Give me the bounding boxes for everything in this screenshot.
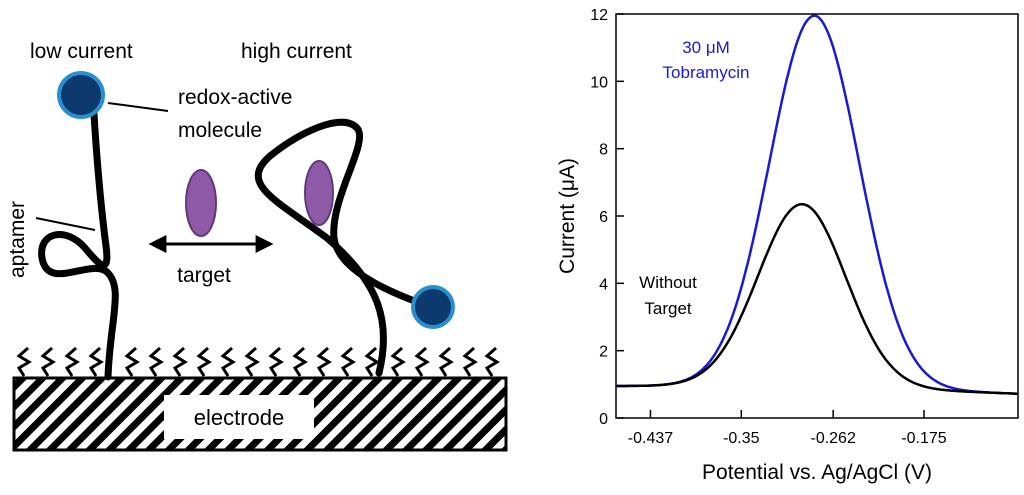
monolayer-chain: [16, 346, 32, 377]
monolayer-chain: [40, 346, 56, 377]
x-tick-label: -0.437: [628, 430, 673, 447]
monolayer-chain: [364, 346, 380, 377]
x-axis-label: Potential vs. Ag/AgCl (V): [702, 461, 932, 484]
monolayer-chain: [124, 346, 140, 377]
target-molecule-icon: [185, 169, 217, 237]
aptamer-strand-high: [254, 118, 432, 377]
monolayer-chain: [390, 346, 406, 377]
y-axis: 0 2 4 6 8 10 12: [590, 7, 624, 428]
y-tick-label: 12: [590, 7, 608, 24]
schematic: electrode target low current high curren…: [6, 40, 508, 452]
y-tick-label: 6: [599, 209, 608, 226]
state-low-label: low current: [30, 40, 133, 63]
redox-molecule-icon: [57, 71, 105, 119]
monolayer-chain: [196, 346, 212, 377]
x-axis: -0.437 -0.35 -0.262 -0.175: [628, 410, 947, 447]
series-group: [616, 14, 1019, 396]
voltammogram-chart: 0 2 4 6 8 10 12 -0.437 -0.35 -0.262 -0.175 Potent…: [556, 7, 1019, 484]
electrode-label-box: [164, 395, 314, 439]
x-tick-label: -0.175: [901, 430, 946, 447]
x-tick-label: -0.35: [723, 430, 760, 447]
y-tick-label: 4: [599, 276, 608, 293]
monolayer-chain: [414, 346, 430, 377]
y-axis-label: Current (μA): [556, 158, 579, 274]
monolayer-chain: [220, 346, 236, 377]
x-tick-label: -0.262: [810, 430, 855, 447]
monolayer-chain: [268, 346, 284, 377]
monolayer-chain: [484, 346, 500, 377]
monolayer-chain: [172, 346, 188, 377]
monolayer-chain: [438, 346, 454, 377]
series-label-tobramycin-line1: 30 μM: [682, 38, 730, 57]
monolayer-zigzags: [16, 346, 500, 377]
series-label-tobramycin-line2: Tobramycin: [663, 63, 750, 82]
target-label: target: [177, 264, 231, 287]
target-molecule-icon: [304, 160, 334, 226]
monolayer-chain: [316, 346, 332, 377]
monolayer-chain: [148, 346, 164, 377]
series-label-notarget-line2: Target: [644, 299, 692, 318]
monolayer-chain: [64, 346, 80, 377]
redox-label-line2: molecule: [178, 119, 262, 142]
redox-molecule-icon: [411, 285, 455, 329]
state-high-label: high current: [241, 40, 352, 63]
aptamer-label: aptamer: [6, 201, 29, 278]
series-label-notarget-line1: Without: [639, 273, 697, 292]
electrode-label: electrode: [194, 405, 285, 430]
series-line-without-target: [616, 202, 1019, 396]
monolayer-chain: [462, 346, 478, 377]
aptamer-leader-line: [35, 217, 96, 231]
aptamer-strand-low: [38, 94, 119, 381]
monolayer-chain: [292, 346, 308, 377]
monolayer-chain: [244, 346, 260, 377]
redox-label-line1: redox-active: [178, 86, 292, 109]
y-tick-label: 0: [599, 411, 608, 428]
y-tick-label: 10: [590, 74, 608, 91]
y-tick-label: 2: [599, 344, 608, 361]
y-tick-label: 8: [599, 142, 608, 159]
monolayer-chain: [340, 346, 356, 377]
redox-leader-line: [107, 102, 169, 112]
monolayer-chain: [88, 346, 104, 377]
